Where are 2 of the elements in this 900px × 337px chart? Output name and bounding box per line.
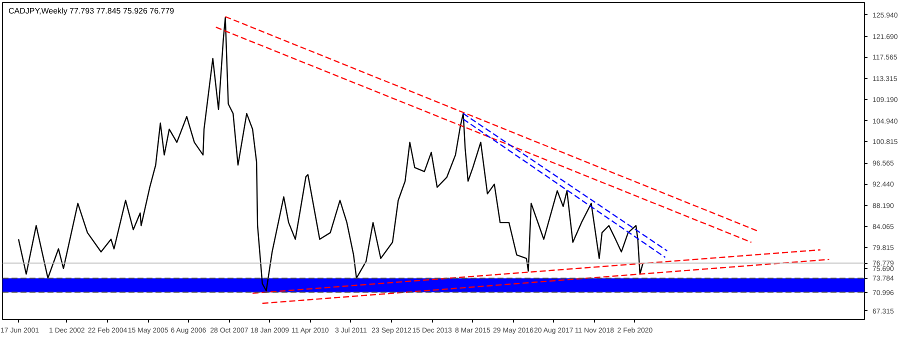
text: CADJPY,Weekly 77.793 77.845 75.926 76.779	[8, 6, 175, 16]
line-series	[18, 17, 644, 292]
